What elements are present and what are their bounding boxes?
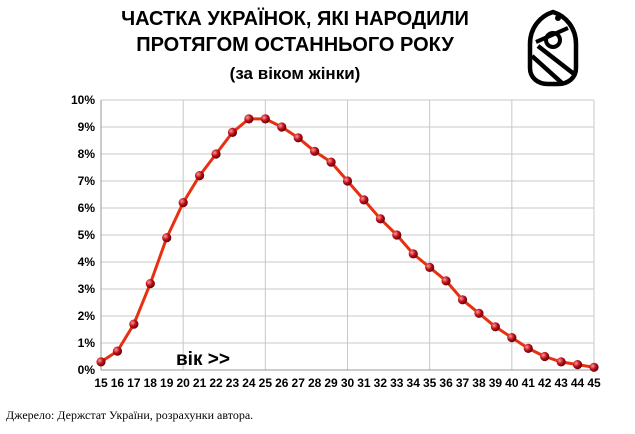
x-tick-label: 16 bbox=[111, 376, 125, 390]
data-point bbox=[310, 146, 320, 156]
x-tick-label: 37 bbox=[456, 376, 470, 390]
data-point bbox=[244, 114, 254, 124]
data-point bbox=[145, 279, 155, 289]
x-tick-label: 43 bbox=[554, 376, 568, 390]
data-point bbox=[359, 195, 369, 205]
data-point bbox=[178, 198, 188, 208]
data-point bbox=[556, 357, 566, 367]
chart-title-line-1: ЧАСТКА УКРАЇНОК, ЯКІ НАРОДИЛИ bbox=[121, 8, 469, 30]
data-point bbox=[195, 171, 205, 181]
x-tick-label: 42 bbox=[538, 376, 552, 390]
data-point bbox=[474, 308, 484, 318]
x-tick-label: 26 bbox=[275, 376, 289, 390]
data-point bbox=[375, 214, 385, 224]
y-tick-label: 7% bbox=[78, 174, 96, 188]
y-tick-label: 2% bbox=[78, 309, 96, 323]
x-tick-label: 17 bbox=[127, 376, 141, 390]
y-tick-label: 9% bbox=[78, 120, 96, 134]
x-tick-label: 20 bbox=[176, 376, 190, 390]
data-point bbox=[96, 357, 106, 367]
x-tick-label: 41 bbox=[522, 376, 536, 390]
data-point bbox=[112, 346, 123, 356]
marker-layer bbox=[96, 114, 599, 372]
x-tick-label: 33 bbox=[390, 376, 404, 390]
data-point bbox=[457, 295, 468, 305]
x-tick-label: 32 bbox=[374, 376, 388, 390]
x-tick-label: 30 bbox=[341, 376, 355, 390]
x-tick-label: 38 bbox=[472, 376, 486, 390]
chart-subtitle: (за віком жінки) bbox=[229, 64, 361, 83]
chart-title-line-2: ПРОТЯГОМ ОСТАННЬОГО РОКУ bbox=[136, 34, 454, 56]
y-tick-label: 10% bbox=[71, 93, 95, 107]
y-tick-label: 3% bbox=[78, 282, 96, 296]
data-point bbox=[392, 230, 402, 240]
data-point bbox=[260, 114, 270, 124]
data-point bbox=[408, 249, 418, 259]
x-tick-label: 15 bbox=[94, 376, 108, 390]
data-point bbox=[507, 333, 517, 343]
y-tick-label: 1% bbox=[78, 336, 96, 350]
stork-baby-logo-icon bbox=[527, 9, 579, 87]
x-tick-label: 25 bbox=[259, 376, 273, 390]
x-tick-label: 22 bbox=[209, 376, 223, 390]
x-tick-label: 31 bbox=[357, 376, 371, 390]
x-tick-label: 39 bbox=[489, 376, 503, 390]
data-point bbox=[293, 133, 303, 143]
data-point bbox=[523, 343, 533, 353]
x-tick-label: 24 bbox=[242, 376, 256, 390]
data-point bbox=[162, 233, 172, 243]
data-point bbox=[540, 351, 550, 362]
x-tick-label: 21 bbox=[193, 376, 207, 390]
x-tick-label: 19 bbox=[160, 376, 174, 390]
y-tick-label: 0% bbox=[78, 363, 96, 377]
source-note: Джерело: Держстат України, розрахунки ав… bbox=[6, 408, 254, 422]
x-tick-label: 34 bbox=[407, 376, 421, 390]
data-point bbox=[342, 176, 353, 186]
grid-layer bbox=[101, 99, 595, 371]
x-tick-label: 29 bbox=[324, 376, 338, 390]
age-annotation: вік >> bbox=[176, 349, 230, 370]
data-point bbox=[425, 262, 435, 272]
data-point bbox=[326, 157, 336, 167]
x-tick-label: 28 bbox=[308, 376, 322, 390]
x-tick-label: 44 bbox=[571, 376, 585, 390]
x-tick-label: 36 bbox=[439, 376, 453, 390]
data-point bbox=[441, 276, 451, 286]
data-point bbox=[129, 319, 139, 329]
y-tick-label: 5% bbox=[78, 228, 96, 242]
x-tick-label: 23 bbox=[226, 376, 240, 390]
data-point bbox=[227, 127, 238, 137]
y-tick-label: 8% bbox=[78, 147, 96, 161]
x-tick-label: 35 bbox=[423, 376, 437, 390]
data-point bbox=[589, 362, 599, 372]
tick-label-layer: 0%1%2%3%4%5%6%7%8%9%10%15 16 17 18 19 20 21 22 2… bbox=[71, 93, 601, 390]
y-tick-label: 6% bbox=[78, 201, 96, 215]
axis-layer bbox=[100, 100, 594, 371]
data-point bbox=[572, 360, 583, 370]
y-tick-label: 4% bbox=[78, 255, 96, 269]
x-tick-label: 18 bbox=[144, 376, 158, 390]
data-point bbox=[490, 322, 500, 332]
x-tick-label: 45 bbox=[587, 376, 601, 390]
x-tick-label: 40 bbox=[505, 376, 519, 390]
data-point bbox=[277, 122, 287, 132]
data-point bbox=[211, 149, 221, 159]
x-tick-label: 27 bbox=[292, 376, 306, 390]
